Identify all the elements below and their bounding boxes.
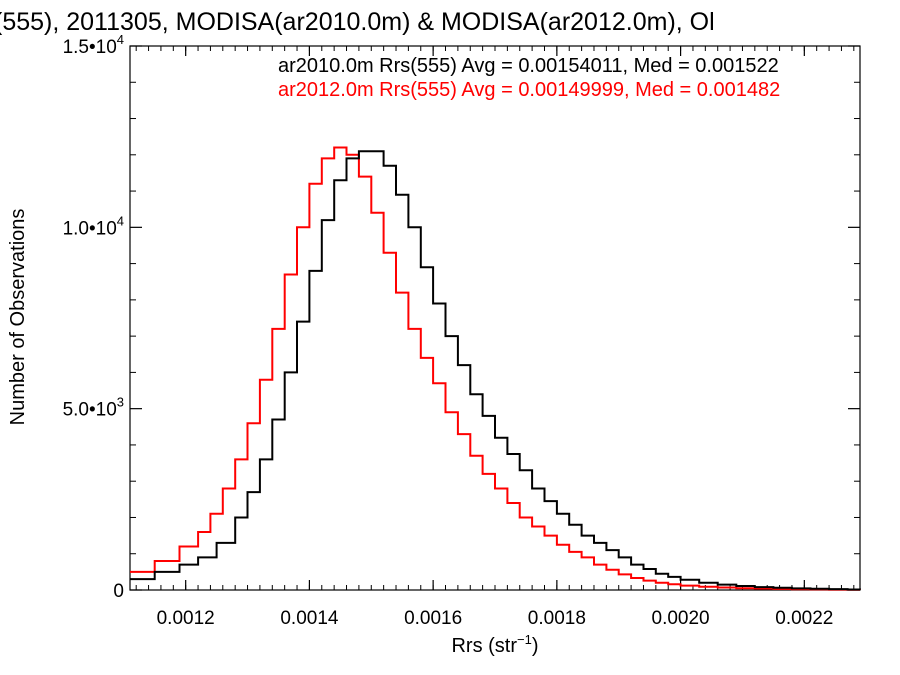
y-tick-exponent: 3 xyxy=(117,395,124,410)
x-tick-label: 0.0022 xyxy=(775,608,833,629)
y-tick-label: 1.0•104 xyxy=(63,213,124,239)
x-tick-label: 0.0014 xyxy=(280,608,339,629)
x-tick-label: 0.0012 xyxy=(157,608,215,629)
x-axis-label-main: Rrs (str xyxy=(451,635,517,657)
x-axis-label-sup: −1 xyxy=(517,632,532,647)
y-tick-exponent: 4 xyxy=(117,213,124,228)
legend-annotation-black: ar2010.0m Rrs(555) Avg = 0.00154011, Med… xyxy=(278,55,779,77)
y-tick-mantissa: 0 xyxy=(113,581,124,602)
x-axis: 0.0012 0.0014 0.0016 0.0018 0.0020 0.0022 xyxy=(135,46,855,629)
x-tick-label: 0.0020 xyxy=(652,608,710,629)
y-tick-exponent: 4 xyxy=(117,32,124,47)
legend-annotation-red: ar2012.0m Rrs(555) Avg = 0.00149999, Med… xyxy=(278,79,780,101)
plot-frame xyxy=(129,45,861,591)
x-tick-label: 0.0016 xyxy=(404,608,462,629)
y-tick-label: 0 xyxy=(113,581,124,602)
series-line-red xyxy=(130,146,861,591)
series-line-black xyxy=(130,150,861,591)
x-axis-label-close: ) xyxy=(532,635,539,657)
y-tick-label: 1.5•104 xyxy=(63,32,124,58)
chart-title: (555), 2011305, MODISA(ar2010.0m) & MODI… xyxy=(0,8,715,36)
y-tick-mantissa: 1.0•10 xyxy=(63,218,117,239)
y-tick-label: 5.0•103 xyxy=(63,395,124,421)
y-tick-mantissa: 5.0•10 xyxy=(63,400,117,421)
series-layer xyxy=(130,146,861,591)
y-axis-label: Number of Observations xyxy=(7,209,29,426)
x-tick-label: 0.0018 xyxy=(528,608,586,629)
x-axis-label: Rrs (str−1) xyxy=(451,632,538,657)
y-tick-mantissa: 1.5•10 xyxy=(63,37,117,58)
